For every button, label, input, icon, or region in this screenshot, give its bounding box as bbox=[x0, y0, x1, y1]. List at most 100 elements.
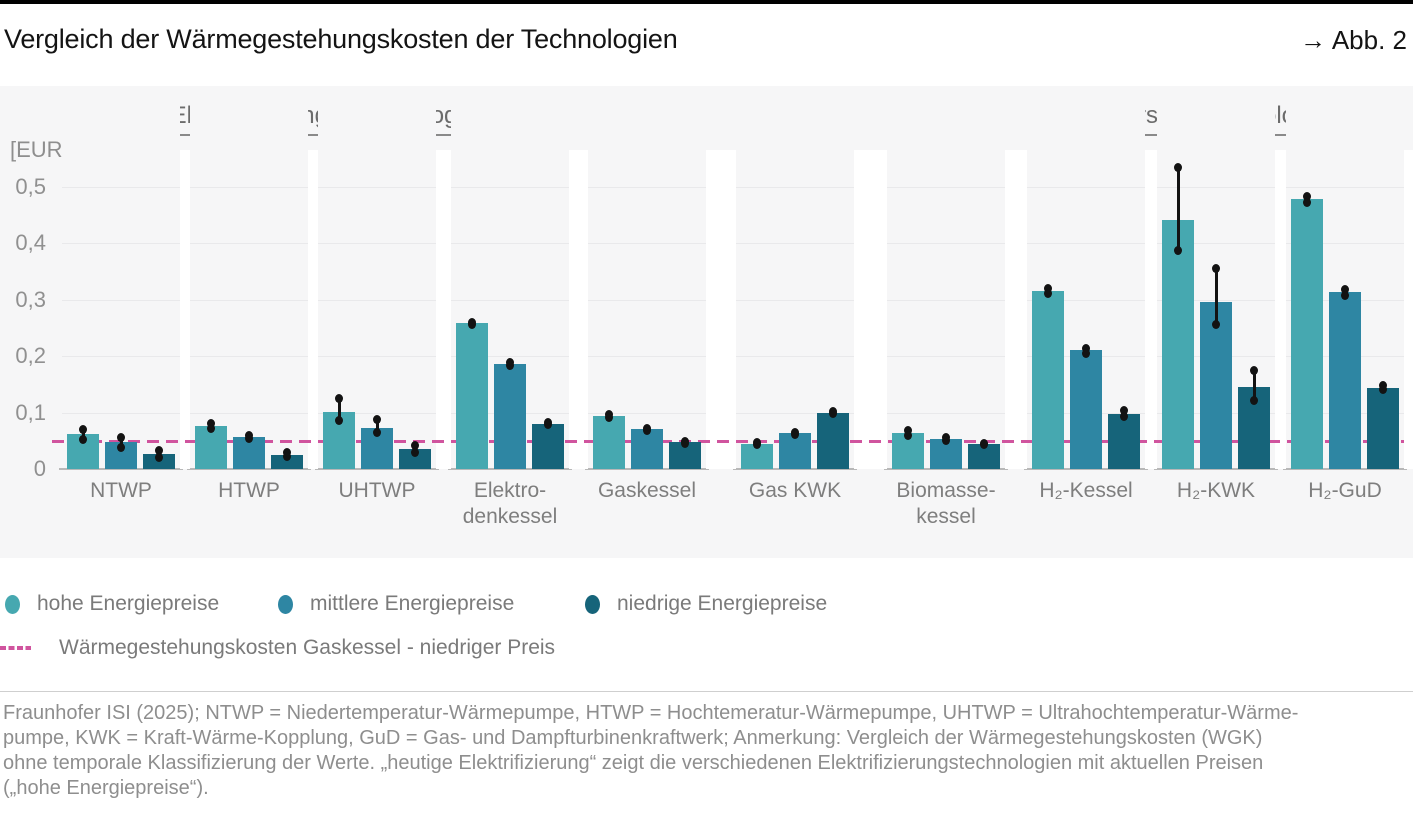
top-border bbox=[0, 0, 1413, 4]
bar bbox=[195, 426, 227, 469]
bar bbox=[1070, 350, 1102, 469]
error-bar-high-dot bbox=[1341, 285, 1349, 295]
figure-header: Vergleich der Wärmegestehungskosten der … bbox=[0, 24, 1413, 68]
gridline bbox=[736, 186, 854, 188]
error-bar-line bbox=[1176, 166, 1180, 252]
footer-divider bbox=[0, 691, 1413, 692]
error-bar-high-dot bbox=[79, 424, 87, 434]
y-axis-tick-label: 0,1 bbox=[15, 399, 46, 425]
category-label: Biomasse- kessel bbox=[896, 479, 996, 528]
error-bar-low-dot bbox=[605, 412, 613, 422]
panel-gap bbox=[706, 150, 736, 469]
category-panel: Gaskessel bbox=[585, 86, 709, 502]
bar bbox=[817, 412, 849, 469]
error-bar-low-dot bbox=[1341, 290, 1349, 300]
category-panel: Biomasse- kessel bbox=[884, 86, 1008, 528]
reference-line bbox=[52, 440, 1404, 444]
x-axis-line bbox=[315, 468, 439, 470]
error-bar-high-dot bbox=[1174, 162, 1182, 172]
error-bar-line bbox=[119, 437, 123, 448]
gridline bbox=[588, 356, 706, 357]
gridline bbox=[190, 356, 308, 357]
bar bbox=[456, 323, 488, 469]
legend-series-label: niedrige Energiepreise bbox=[617, 592, 828, 615]
gridline bbox=[736, 299, 854, 301]
error-bar-high-dot bbox=[1212, 264, 1220, 274]
footnote-line: Fraunhofer ISI (2025); NTWP = Niedertemp… bbox=[3, 702, 1299, 724]
gridline bbox=[190, 412, 308, 414]
error-bar-high-dot bbox=[117, 433, 125, 443]
gridline bbox=[451, 186, 569, 188]
gridline bbox=[451, 356, 569, 357]
x-axis-line bbox=[585, 468, 709, 470]
gridline bbox=[1157, 186, 1275, 188]
gridline bbox=[1286, 186, 1404, 188]
y-axis-tick-label: 0,3 bbox=[15, 286, 46, 312]
legend-item: niedrige Energiepreise bbox=[585, 592, 827, 616]
y-axis-tick-label: 0,2 bbox=[15, 343, 46, 368]
bar bbox=[1162, 220, 1194, 469]
legend-series-dot bbox=[5, 594, 20, 614]
gridline bbox=[588, 186, 706, 188]
bar bbox=[1032, 291, 1064, 469]
error-bar-low-dot bbox=[1120, 412, 1128, 422]
footnote-line: pumpe, KWK = Kraft-Wärme-Kopplung, GuD =… bbox=[3, 727, 1263, 749]
error-bar-low-dot bbox=[1379, 385, 1387, 395]
panel-gap bbox=[1005, 150, 1027, 469]
legend-series-label: mittlere Energiepreise bbox=[310, 592, 515, 615]
category-label: Gaskessel bbox=[597, 479, 697, 502]
error-bar-low-dot bbox=[643, 426, 651, 436]
gridline bbox=[62, 356, 180, 357]
bar bbox=[399, 449, 431, 469]
error-bar-high-dot bbox=[1120, 406, 1128, 416]
category-label: H₂-Kessel bbox=[1039, 479, 1133, 502]
error-bar-low-dot bbox=[681, 438, 689, 448]
error-bar-line bbox=[81, 428, 85, 440]
category-label: NTWP bbox=[90, 479, 152, 502]
error-bar-high-dot bbox=[373, 414, 381, 424]
error-bar-high-dot bbox=[1082, 343, 1090, 353]
gridline bbox=[451, 243, 569, 244]
x-axis-line bbox=[884, 468, 1008, 470]
gridline bbox=[887, 243, 1005, 244]
error-bar-high-dot bbox=[335, 393, 343, 403]
bar bbox=[631, 429, 663, 469]
category-label: Gas KWK bbox=[748, 479, 842, 502]
gridline bbox=[1027, 243, 1145, 244]
error-bar-line bbox=[1252, 370, 1256, 402]
bar bbox=[1367, 387, 1399, 469]
gridline bbox=[736, 243, 854, 244]
error-bar-low-dot bbox=[506, 360, 514, 370]
footnote-line: ohne temporale Klassifizierung der Werte… bbox=[3, 752, 1264, 774]
error-bar-low-dot bbox=[1212, 319, 1220, 329]
bar bbox=[494, 363, 526, 469]
category-label: HTWP bbox=[218, 479, 280, 502]
legend-series-dot bbox=[278, 594, 293, 614]
error-bar-low-dot bbox=[1044, 289, 1052, 299]
error-bar-low-dot bbox=[155, 452, 163, 462]
gridline bbox=[588, 412, 706, 414]
gridline bbox=[318, 299, 436, 301]
panel-gap bbox=[569, 150, 588, 469]
error-bar-high-dot bbox=[1044, 283, 1052, 293]
gridline bbox=[887, 299, 1005, 301]
error-bar-high-dot bbox=[207, 419, 215, 429]
gridline bbox=[887, 356, 1005, 357]
gridline bbox=[588, 243, 706, 244]
gridline bbox=[62, 412, 180, 414]
gridline bbox=[190, 186, 308, 188]
error-bar-high-dot bbox=[1250, 366, 1258, 376]
error-bar-low-dot bbox=[1174, 246, 1182, 256]
bar bbox=[779, 433, 811, 469]
error-bar-low-dot bbox=[904, 430, 912, 440]
footnote-line: („hohe Energiepreise“). bbox=[3, 777, 209, 799]
error-bar-low-dot bbox=[791, 430, 799, 440]
legend-reference-row: Wärmegestehungskosten Gaskessel - niedri… bbox=[0, 636, 555, 660]
bar bbox=[1108, 413, 1140, 469]
gridline bbox=[1027, 299, 1145, 301]
gridline bbox=[62, 243, 180, 244]
bar bbox=[1329, 292, 1361, 469]
gridline bbox=[588, 299, 706, 301]
panel-gap bbox=[1145, 150, 1157, 469]
x-axis-line bbox=[448, 468, 572, 470]
